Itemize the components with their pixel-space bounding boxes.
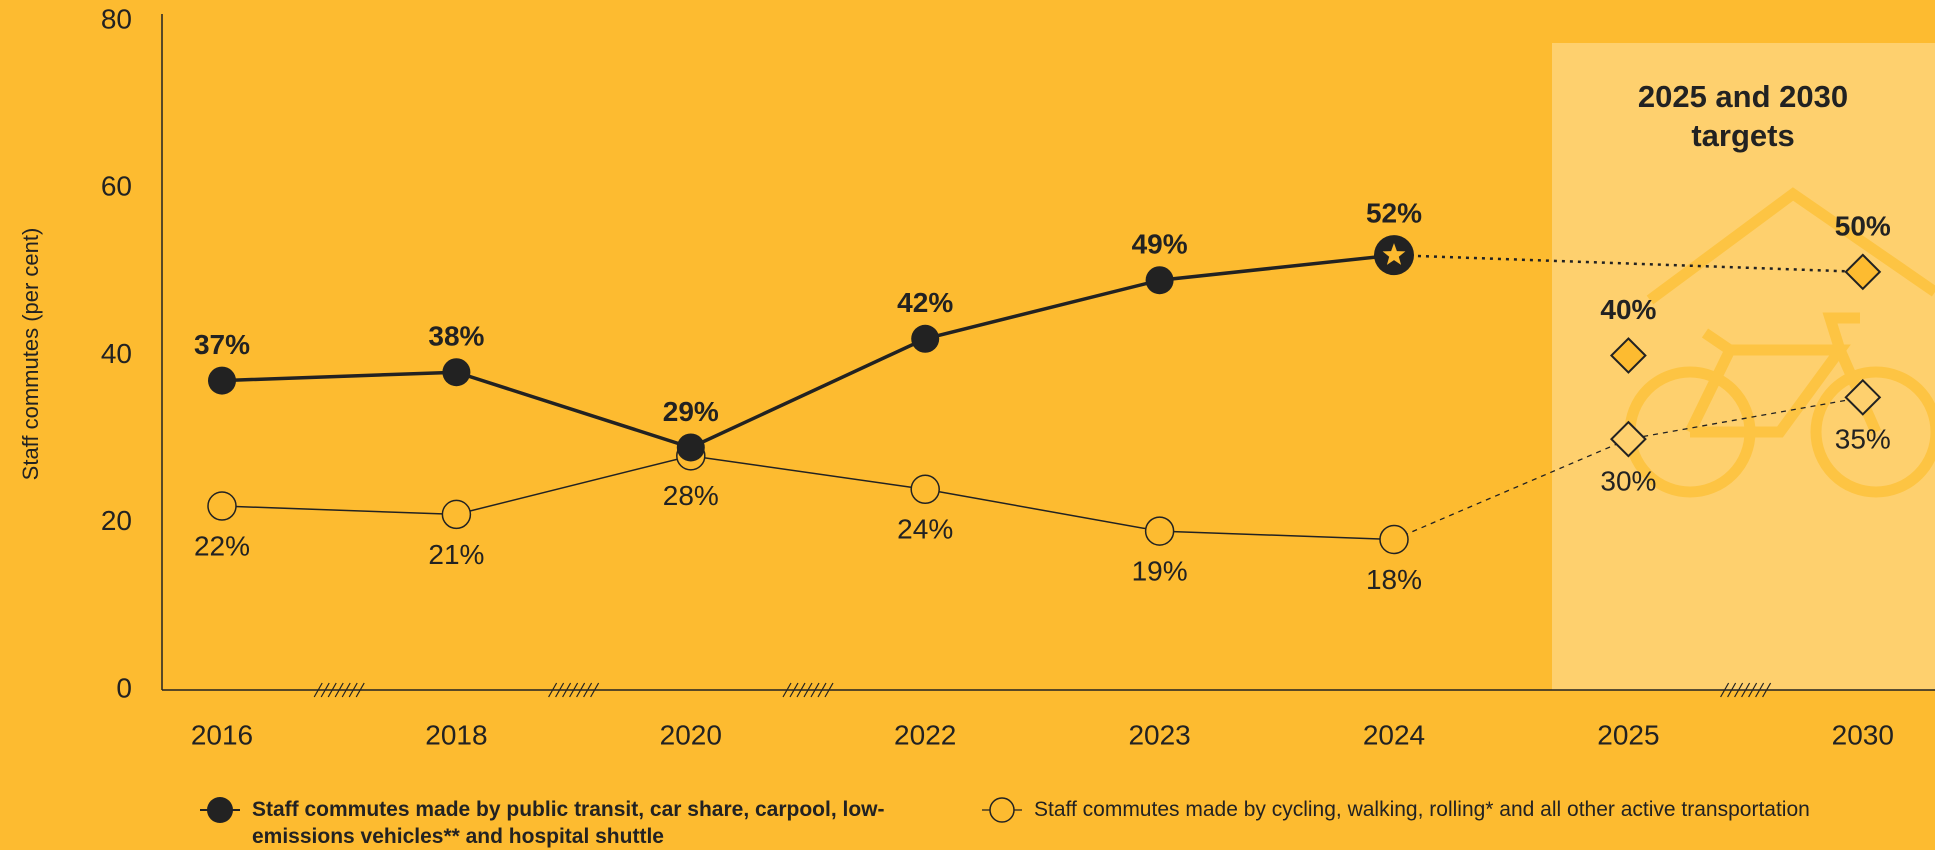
value-label: 30% [1600,466,1656,497]
axis-break [313,682,323,698]
legend-marker [200,797,240,823]
value-label: 42% [897,287,953,318]
y-tick-label: 20 [101,505,132,536]
x-tick-label: 2022 [894,719,956,750]
y-axis-label: Staff commutes (per cent) [18,228,43,481]
x-tick-label: 2016 [191,719,253,750]
point [1144,516,1175,546]
target-connector [1393,253,1863,274]
point [910,474,940,505]
axis-break [1741,682,1751,698]
series-line [221,455,1395,541]
value-label: 37% [194,329,250,360]
highlight-star [1382,243,1406,265]
axis-break [334,682,344,698]
target-point [1844,253,1882,291]
axis-break [348,682,358,698]
target-point [1609,337,1647,374]
point [676,433,705,462]
series-line [221,253,1395,450]
x-tick-label: 2020 [660,719,722,750]
value-label: 22% [194,530,250,561]
axis-break [1734,682,1744,698]
point [1379,524,1409,555]
value-label: 40% [1600,294,1656,325]
point [911,324,940,353]
point [441,499,472,530]
axis-break [1720,682,1730,698]
legend-label: Staff commutes made by cycling, walking,… [1034,798,1810,821]
background-icon [1624,187,1935,498]
value-label: 50% [1835,210,1891,241]
axis-break [583,682,593,698]
axis-break [576,682,586,698]
x-tick-label: 2030 [1832,719,1894,750]
axis-break [569,682,579,698]
value-label: 18% [1366,564,1422,595]
x-tick-label: 2024 [1363,719,1425,750]
axis-break [1755,682,1765,698]
axis-break [341,682,351,698]
value-label: 49% [1132,229,1188,260]
legend-marker [982,797,1022,823]
axis-break [562,682,572,698]
axis-break [1748,682,1758,698]
y-tick-label: 60 [101,171,132,202]
axis-break [555,682,565,698]
value-label: 38% [428,321,484,352]
value-label: 35% [1835,424,1891,455]
legend-item: Staff commutes made by public transit, c… [198,796,918,850]
value-label: 28% [663,480,719,511]
y-tick-label: 80 [101,3,132,34]
axis-break [796,682,806,698]
y-tick-label: 0 [116,672,132,703]
legend-label: Staff commutes made by public transit, c… [252,798,885,848]
legend-item: Staff commutes made by cycling, walking,… [980,796,1880,824]
axis-break [789,682,799,698]
target-region [1552,43,1935,690]
point [442,358,471,387]
axis-break [1727,682,1737,698]
value-label: 19% [1132,556,1188,587]
point [208,366,236,395]
target-point [1609,420,1647,458]
x-tick-label: 2018 [425,719,487,750]
y-tick-label: 40 [101,338,132,369]
value-label: 24% [897,514,953,545]
axis-break [327,682,337,698]
axis-break [590,682,600,698]
x-tick-label: 2023 [1128,719,1190,750]
chart: Staff commutes (per cent) 2025 and 2030 t… [18,3,1935,750]
axis-break [810,682,820,698]
value-label: 21% [428,539,484,570]
axis-break [320,682,330,698]
axis-break [782,682,792,698]
axis-break [355,682,365,698]
axis-break [548,682,558,698]
value-label: 29% [663,396,719,427]
axis-break [817,682,827,698]
x-tick-label: 2025 [1597,719,1659,750]
target-title: 2025 and 2030 targets [1638,79,1848,153]
point [207,491,237,521]
axis-break [1762,682,1772,698]
target-point [1844,378,1882,416]
axis-break [824,682,834,698]
axis-break [803,682,813,698]
value-label: 52% [1366,198,1422,229]
point [1145,266,1174,295]
